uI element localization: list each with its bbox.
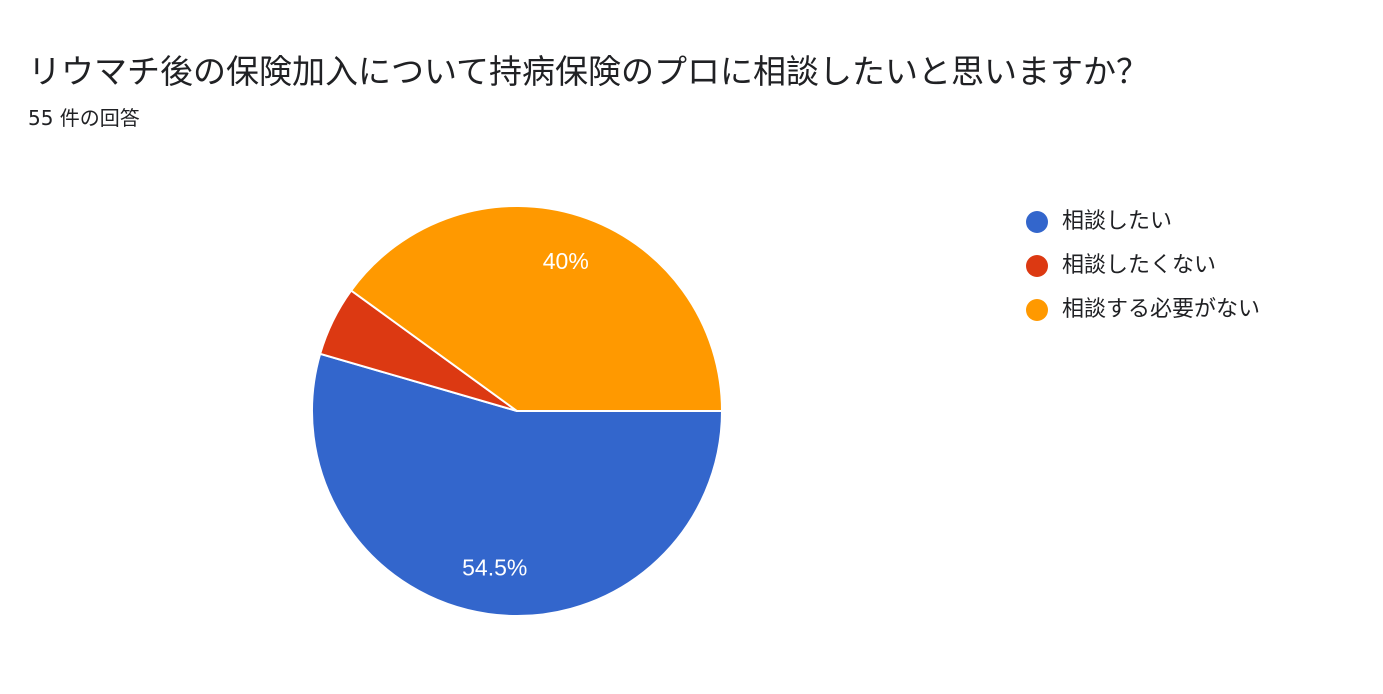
legend-label: 相談する必要がない — [1062, 297, 1261, 322]
legend-label: 相談したい — [1062, 209, 1173, 234]
legend-item-soudan-shitai[interactable]: 相談したい — [1026, 200, 1366, 244]
legend-item-soudan-shitakunai[interactable]: 相談したくない — [1026, 244, 1366, 288]
legend-swatch-icon — [1026, 211, 1048, 233]
pie-slice-label: 40% — [543, 248, 589, 274]
pie-slice-label: 54.5% — [462, 554, 527, 580]
response-count: 55 件の回答 — [28, 106, 140, 130]
pie-slice[interactable] — [311, 352, 724, 618]
pie-slice[interactable] — [349, 205, 724, 412]
legend-item-soudan-hitsuyou-nai[interactable]: 相談する必要がない — [1026, 288, 1366, 332]
legend-label: 相談したくない — [1062, 253, 1217, 278]
chart-title: リウマチ後の保険加入について持病保険のプロに相談したいと思いますか？ — [28, 52, 1150, 91]
pie-slice-labels: 54.5% 40% — [462, 248, 589, 580]
chart-legend: 相談したい 相談したくない 相談する必要がない — [1026, 200, 1366, 332]
legend-swatch-icon — [1026, 299, 1048, 321]
pie-slices — [311, 205, 724, 618]
legend-swatch-icon — [1026, 255, 1048, 277]
